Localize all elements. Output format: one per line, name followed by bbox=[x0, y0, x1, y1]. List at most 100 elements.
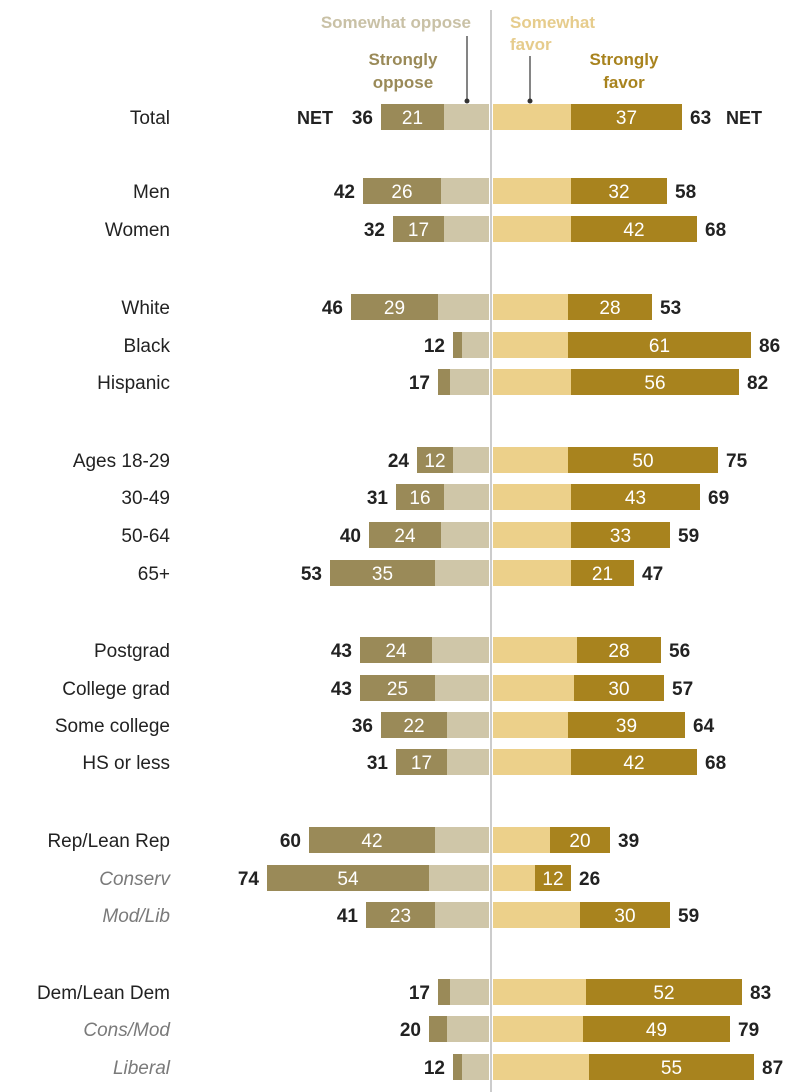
label-oppose-net: 24 bbox=[388, 451, 410, 472]
bar-strongly-favor bbox=[571, 560, 634, 586]
label-strongly-favor: 50 bbox=[632, 451, 653, 472]
label-favor-net: 68 bbox=[705, 220, 726, 241]
bar-strongly-favor bbox=[571, 522, 670, 548]
label-oppose-net: 20 bbox=[400, 1020, 421, 1041]
label-favor-net: 57 bbox=[672, 679, 693, 700]
label-strongly-oppose: 23 bbox=[390, 906, 411, 927]
bar-strongly-favor bbox=[589, 1054, 754, 1080]
bar-somewhat-oppose bbox=[441, 522, 489, 548]
bar-somewhat-oppose bbox=[447, 749, 489, 775]
bar-somewhat-oppose bbox=[453, 447, 489, 473]
legend-strongly-favor-line2: favor bbox=[603, 73, 645, 92]
label-oppose-net: 31 bbox=[367, 488, 389, 509]
bar-strongly-favor bbox=[571, 178, 667, 204]
bar-strongly-oppose bbox=[393, 216, 444, 242]
label-strongly-favor: 56 bbox=[644, 373, 665, 394]
bar-somewhat-oppose bbox=[444, 484, 489, 510]
label-favor-net: 26 bbox=[579, 869, 600, 890]
label-strongly-oppose: 26 bbox=[391, 182, 412, 203]
label-favor-net: 53 bbox=[660, 298, 681, 319]
label-favor-net: 79 bbox=[738, 1020, 759, 1041]
label-strongly-favor: 30 bbox=[614, 906, 635, 927]
bar-strongly-favor bbox=[571, 104, 682, 130]
bar-strongly-oppose bbox=[330, 560, 435, 586]
label-strongly-oppose: 35 bbox=[372, 564, 393, 585]
bar-strongly-oppose bbox=[396, 749, 447, 775]
bar-somewhat-oppose bbox=[462, 1054, 489, 1080]
label-oppose-net: 36 bbox=[352, 716, 373, 737]
bar-somewhat-favor bbox=[493, 560, 571, 586]
label-favor-net: 82 bbox=[747, 373, 768, 394]
label-strongly-favor: 33 bbox=[610, 526, 631, 547]
bar-somewhat-oppose bbox=[438, 294, 489, 320]
bar-strongly-oppose bbox=[381, 712, 447, 738]
bar-strongly-favor bbox=[577, 637, 661, 663]
label-oppose-net: 42 bbox=[334, 182, 355, 203]
label-oppose-net: 43 bbox=[331, 641, 352, 662]
bar-somewhat-oppose bbox=[450, 369, 489, 395]
label-oppose-net: 46 bbox=[322, 298, 343, 319]
label-oppose-net: 17 bbox=[409, 983, 430, 1004]
bar-strongly-oppose bbox=[381, 104, 444, 130]
label-favor-net: 47 bbox=[642, 564, 663, 585]
label-favor-net: 59 bbox=[678, 906, 699, 927]
row-label: Black bbox=[124, 336, 171, 357]
net-label-left: NET bbox=[297, 108, 333, 128]
bar-somewhat-favor bbox=[493, 979, 586, 1005]
label-strongly-oppose: 21 bbox=[402, 108, 423, 129]
row-label: Postgrad bbox=[94, 641, 170, 662]
row-label: Hispanic bbox=[97, 373, 170, 394]
label-favor-net: 69 bbox=[708, 488, 729, 509]
label-favor-net: 63 bbox=[690, 108, 711, 129]
label-strongly-favor: 42 bbox=[623, 753, 644, 774]
label-strongly-favor: 43 bbox=[625, 488, 646, 509]
bar-strongly-oppose bbox=[396, 484, 444, 510]
label-strongly-oppose: 24 bbox=[394, 526, 416, 547]
label-strongly-favor: 20 bbox=[569, 831, 590, 852]
bar-strongly-oppose bbox=[309, 827, 435, 853]
row-label: Women bbox=[105, 220, 170, 241]
row-label: 65+ bbox=[138, 564, 170, 585]
bar-strongly-favor bbox=[568, 332, 751, 358]
row-label: Ages 18-29 bbox=[73, 451, 170, 472]
bar-somewhat-favor bbox=[493, 712, 568, 738]
bar-strongly-favor bbox=[568, 447, 718, 473]
row-label: 30-49 bbox=[121, 488, 170, 509]
label-favor-net: 58 bbox=[675, 182, 696, 203]
bar-strongly-favor bbox=[568, 294, 652, 320]
label-strongly-favor: 32 bbox=[608, 182, 629, 203]
bar-somewhat-favor bbox=[493, 484, 571, 510]
bar-strongly-oppose bbox=[366, 902, 435, 928]
label-strongly-oppose: 17 bbox=[411, 753, 432, 774]
label-strongly-favor: 30 bbox=[608, 679, 629, 700]
bar-somewhat-favor bbox=[493, 827, 550, 853]
label-strongly-favor: 28 bbox=[599, 298, 620, 319]
bar-somewhat-favor bbox=[493, 675, 574, 701]
bar-strongly-favor bbox=[586, 979, 742, 1005]
bar-somewhat-favor bbox=[493, 104, 571, 130]
label-favor-net: 68 bbox=[705, 753, 726, 774]
label-strongly-favor: 28 bbox=[608, 641, 629, 662]
label-favor-net: 64 bbox=[693, 716, 715, 737]
bar-strongly-oppose bbox=[363, 178, 441, 204]
bar-somewhat-favor bbox=[493, 865, 535, 891]
bar-somewhat-oppose bbox=[441, 178, 489, 204]
row-label: Total bbox=[130, 108, 170, 129]
bar-strongly-favor bbox=[568, 712, 685, 738]
label-oppose-net: 36 bbox=[352, 108, 373, 129]
bar-somewhat-oppose bbox=[432, 637, 489, 663]
net-label-right: NET bbox=[726, 108, 762, 128]
bar-somewhat-oppose bbox=[435, 675, 489, 701]
label-strongly-oppose: 25 bbox=[387, 679, 408, 700]
label-strongly-favor: 55 bbox=[661, 1058, 682, 1079]
bar-strongly-favor bbox=[571, 484, 700, 510]
label-oppose-net: 53 bbox=[301, 564, 322, 585]
bar-strongly-favor bbox=[550, 827, 610, 853]
label-oppose-net: 74 bbox=[238, 869, 260, 890]
bar-somewhat-favor bbox=[493, 749, 571, 775]
bar-somewhat-oppose bbox=[429, 865, 489, 891]
label-oppose-net: 40 bbox=[340, 526, 361, 547]
row-label: Men bbox=[133, 182, 170, 203]
